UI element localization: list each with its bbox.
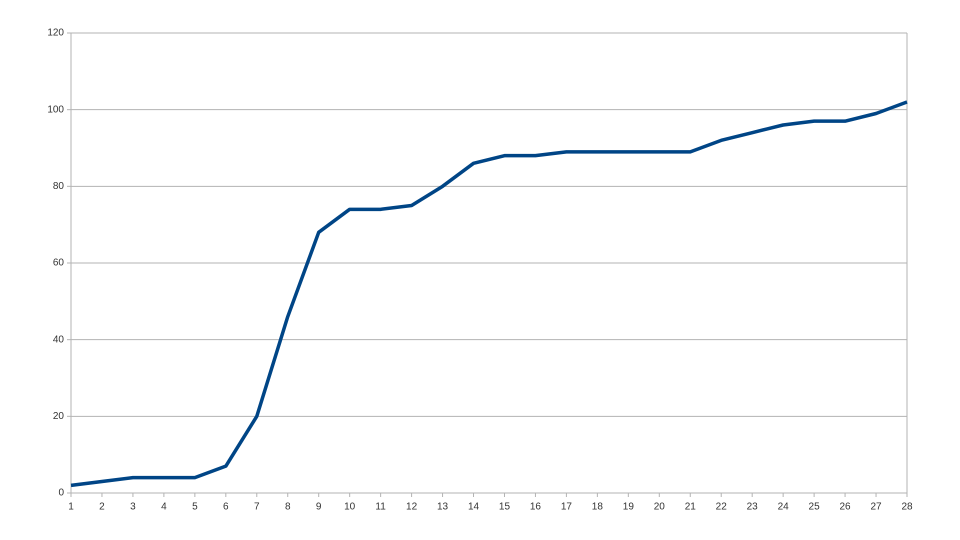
x-tick-label: 12 [406, 502, 418, 513]
x-tick-label: 4 [161, 502, 167, 513]
x-tick-label: 21 [685, 502, 697, 513]
x-tick-label: 9 [316, 502, 322, 513]
x-tick-label: 17 [561, 502, 573, 513]
x-tick-label: 14 [468, 502, 480, 513]
data-line [70, 100, 908, 488]
x-tick-label: 19 [623, 502, 635, 513]
x-tick-label: 23 [747, 502, 759, 513]
y-tick-label: 0 [58, 488, 64, 499]
x-tick-label: 26 [840, 502, 852, 513]
x-tick-label: 6 [223, 502, 229, 513]
y-tick-label: 20 [53, 411, 65, 422]
x-tick-label: 5 [192, 502, 198, 513]
x-tick-label: 1 [68, 502, 74, 513]
y-tick-label: 60 [53, 258, 65, 269]
y-tick-label: 100 [47, 104, 64, 115]
y-tick-label: 120 [47, 28, 64, 39]
x-tick-label: 16 [530, 502, 542, 513]
x-tick-label: 8 [285, 502, 291, 513]
x-tick-label: 11 [375, 502, 386, 513]
x-tick-label: 25 [809, 502, 821, 513]
y-tick-label: 40 [53, 334, 65, 345]
x-tick-label: 18 [592, 502, 604, 513]
x-tick-label: 20 [654, 502, 666, 513]
y-tick-label: 80 [53, 181, 65, 192]
x-tick-label: 22 [716, 502, 728, 513]
x-tick-label: 13 [437, 502, 449, 513]
x-tick-label: 10 [344, 502, 356, 513]
x-tick-label: 15 [499, 502, 511, 513]
x-tick-label: 7 [254, 502, 260, 513]
x-tick-label: 3 [130, 502, 136, 513]
x-tick-label: 2 [99, 502, 105, 513]
x-tick-label: 28 [901, 502, 913, 513]
x-tick-label: 24 [778, 502, 790, 513]
x-tick-label: 27 [870, 502, 882, 513]
